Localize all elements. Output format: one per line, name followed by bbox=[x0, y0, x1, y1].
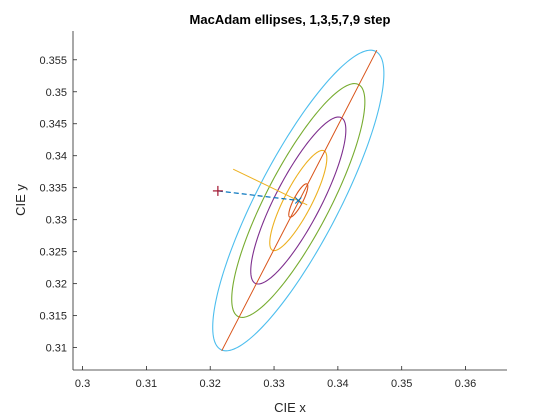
axes: 0.3 0.31 0.32 0.33 0.34 0.35 0.36 0.31 0.315 0.32… bbox=[39, 31, 507, 390]
y-tick-label: 0.345 bbox=[39, 119, 67, 131]
minor-axis-line bbox=[232, 168, 308, 206]
x-tick-label: 0.3 bbox=[75, 378, 90, 390]
y-axis-label: CIE y bbox=[13, 184, 28, 216]
x-tick-label: 0.31 bbox=[136, 378, 157, 390]
x-tick-label: 0.32 bbox=[200, 378, 221, 390]
y-tick-label: 0.335 bbox=[39, 183, 67, 195]
plot-area bbox=[212, 49, 385, 352]
y-tick-label: 0.355 bbox=[39, 55, 67, 67]
reference-point-marker bbox=[212, 185, 223, 196]
y-tick-label: 0.32 bbox=[46, 279, 67, 291]
y-tick-label: 0.34 bbox=[46, 151, 67, 163]
x-tick-label: 0.35 bbox=[391, 378, 412, 390]
ellipse-step-7 bbox=[231, 83, 366, 318]
ellipse-step-5 bbox=[250, 116, 347, 285]
ellipse-step-3 bbox=[269, 149, 328, 252]
y-tick-label: 0.315 bbox=[39, 311, 67, 323]
y-tick-label: 0.31 bbox=[46, 343, 67, 355]
dashed-connector-line bbox=[217, 190, 299, 202]
x-marker-b bbox=[294, 197, 302, 204]
x-axis-label: CIE x bbox=[274, 400, 306, 415]
x-tick-label: 0.33 bbox=[263, 378, 284, 390]
chart-title: MacAdam ellipses, 1,3,5,7,9 step bbox=[190, 12, 391, 27]
x-tick-label: 0.36 bbox=[455, 378, 476, 390]
major-axis-line bbox=[221, 49, 378, 352]
point-markers bbox=[212, 185, 302, 204]
x-tick-label: 0.34 bbox=[327, 378, 348, 390]
ellipse-step-1 bbox=[288, 183, 309, 218]
y-tick-label: 0.33 bbox=[46, 215, 67, 227]
y-tick-label: 0.325 bbox=[39, 247, 67, 259]
y-tick-label: 0.35 bbox=[46, 87, 67, 99]
target-point-marker bbox=[294, 197, 302, 204]
ellipse-step-9 bbox=[212, 49, 385, 352]
